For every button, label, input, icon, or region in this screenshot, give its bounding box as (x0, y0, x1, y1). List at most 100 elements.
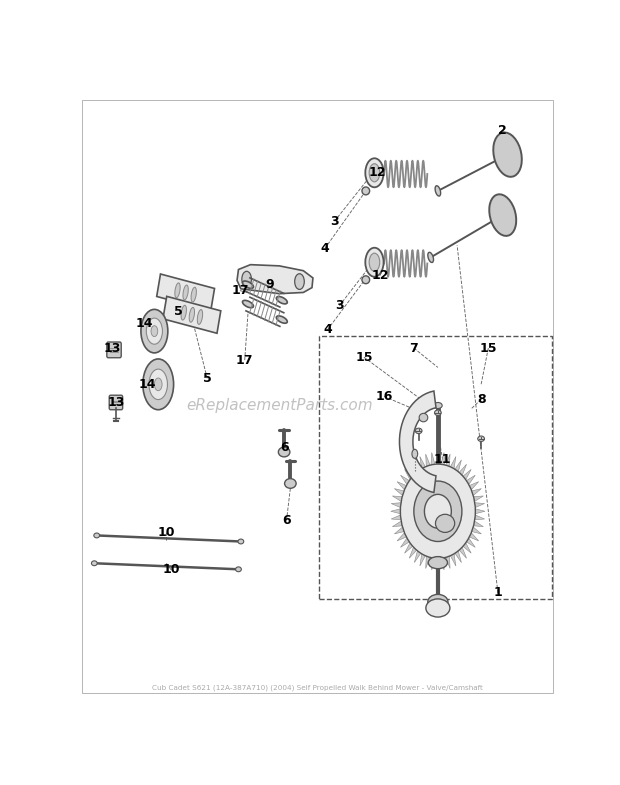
Text: 6: 6 (282, 514, 291, 527)
Polygon shape (450, 554, 456, 566)
Polygon shape (394, 527, 404, 534)
Circle shape (401, 464, 476, 558)
Text: 17: 17 (231, 284, 249, 298)
Polygon shape (441, 452, 445, 465)
Text: 15: 15 (480, 341, 497, 355)
Ellipse shape (278, 447, 290, 457)
Text: 14: 14 (138, 378, 156, 391)
Ellipse shape (94, 533, 100, 538)
Ellipse shape (428, 252, 433, 262)
Text: 8: 8 (477, 393, 485, 406)
Polygon shape (426, 556, 430, 568)
Ellipse shape (154, 378, 162, 391)
Polygon shape (466, 538, 476, 547)
Ellipse shape (412, 449, 418, 458)
Polygon shape (391, 515, 401, 520)
Ellipse shape (478, 436, 484, 441)
Text: 16: 16 (375, 390, 392, 403)
Text: 10: 10 (157, 526, 175, 539)
Ellipse shape (242, 272, 252, 287)
Text: 4: 4 (323, 323, 332, 337)
Polygon shape (420, 554, 425, 566)
Polygon shape (469, 533, 479, 541)
Polygon shape (431, 452, 435, 465)
Polygon shape (401, 538, 409, 547)
Text: 1: 1 (494, 586, 502, 600)
Polygon shape (466, 475, 476, 484)
Polygon shape (459, 547, 466, 558)
Ellipse shape (189, 308, 195, 322)
Ellipse shape (91, 560, 97, 566)
Ellipse shape (362, 276, 370, 283)
Ellipse shape (365, 248, 384, 277)
Polygon shape (431, 557, 435, 570)
Ellipse shape (285, 479, 296, 488)
Ellipse shape (141, 309, 168, 353)
Ellipse shape (435, 514, 454, 532)
Text: 9: 9 (265, 278, 274, 291)
Polygon shape (394, 488, 404, 495)
Polygon shape (455, 460, 461, 472)
Polygon shape (399, 391, 436, 492)
Text: 4: 4 (321, 242, 329, 255)
Ellipse shape (242, 281, 254, 288)
Polygon shape (469, 482, 479, 490)
Ellipse shape (415, 428, 422, 433)
Text: 5: 5 (174, 305, 183, 318)
Ellipse shape (369, 254, 379, 272)
Polygon shape (441, 557, 445, 570)
Text: 3: 3 (330, 214, 339, 228)
Ellipse shape (489, 194, 516, 236)
Text: 13: 13 (104, 341, 121, 355)
Text: 11: 11 (434, 454, 451, 466)
Ellipse shape (428, 594, 448, 609)
Ellipse shape (175, 283, 180, 298)
Polygon shape (459, 464, 466, 476)
Polygon shape (391, 509, 401, 513)
Ellipse shape (433, 403, 442, 408)
Ellipse shape (426, 599, 450, 617)
Ellipse shape (435, 410, 441, 415)
Ellipse shape (143, 359, 174, 410)
Polygon shape (397, 482, 407, 490)
Polygon shape (476, 509, 485, 513)
FancyBboxPatch shape (109, 395, 123, 410)
Ellipse shape (277, 297, 287, 304)
Polygon shape (414, 551, 421, 563)
Ellipse shape (365, 159, 384, 188)
Polygon shape (446, 556, 450, 568)
Ellipse shape (419, 414, 428, 422)
Polygon shape (463, 542, 471, 553)
Text: 5: 5 (203, 372, 211, 385)
Text: 12: 12 (369, 166, 386, 179)
Polygon shape (455, 551, 461, 563)
Polygon shape (392, 521, 402, 527)
Text: 7: 7 (409, 341, 419, 355)
Polygon shape (446, 454, 450, 466)
Bar (319, 336, 552, 599)
Polygon shape (463, 469, 471, 480)
Polygon shape (474, 496, 484, 502)
Ellipse shape (362, 187, 370, 195)
Ellipse shape (369, 164, 379, 182)
Polygon shape (391, 502, 401, 508)
Ellipse shape (238, 539, 244, 544)
Polygon shape (405, 542, 413, 553)
Polygon shape (405, 469, 413, 480)
Text: 3: 3 (335, 299, 343, 312)
Polygon shape (163, 297, 221, 334)
Ellipse shape (151, 326, 157, 337)
Ellipse shape (435, 186, 441, 196)
Circle shape (425, 495, 451, 528)
Circle shape (414, 481, 462, 542)
Ellipse shape (277, 316, 287, 323)
Polygon shape (474, 521, 484, 527)
Text: 17: 17 (236, 354, 254, 367)
Polygon shape (237, 265, 313, 294)
Ellipse shape (197, 309, 203, 324)
Ellipse shape (146, 318, 162, 344)
Polygon shape (414, 460, 421, 472)
Text: 2: 2 (498, 124, 507, 137)
FancyBboxPatch shape (107, 342, 122, 358)
Text: 12: 12 (371, 269, 389, 282)
